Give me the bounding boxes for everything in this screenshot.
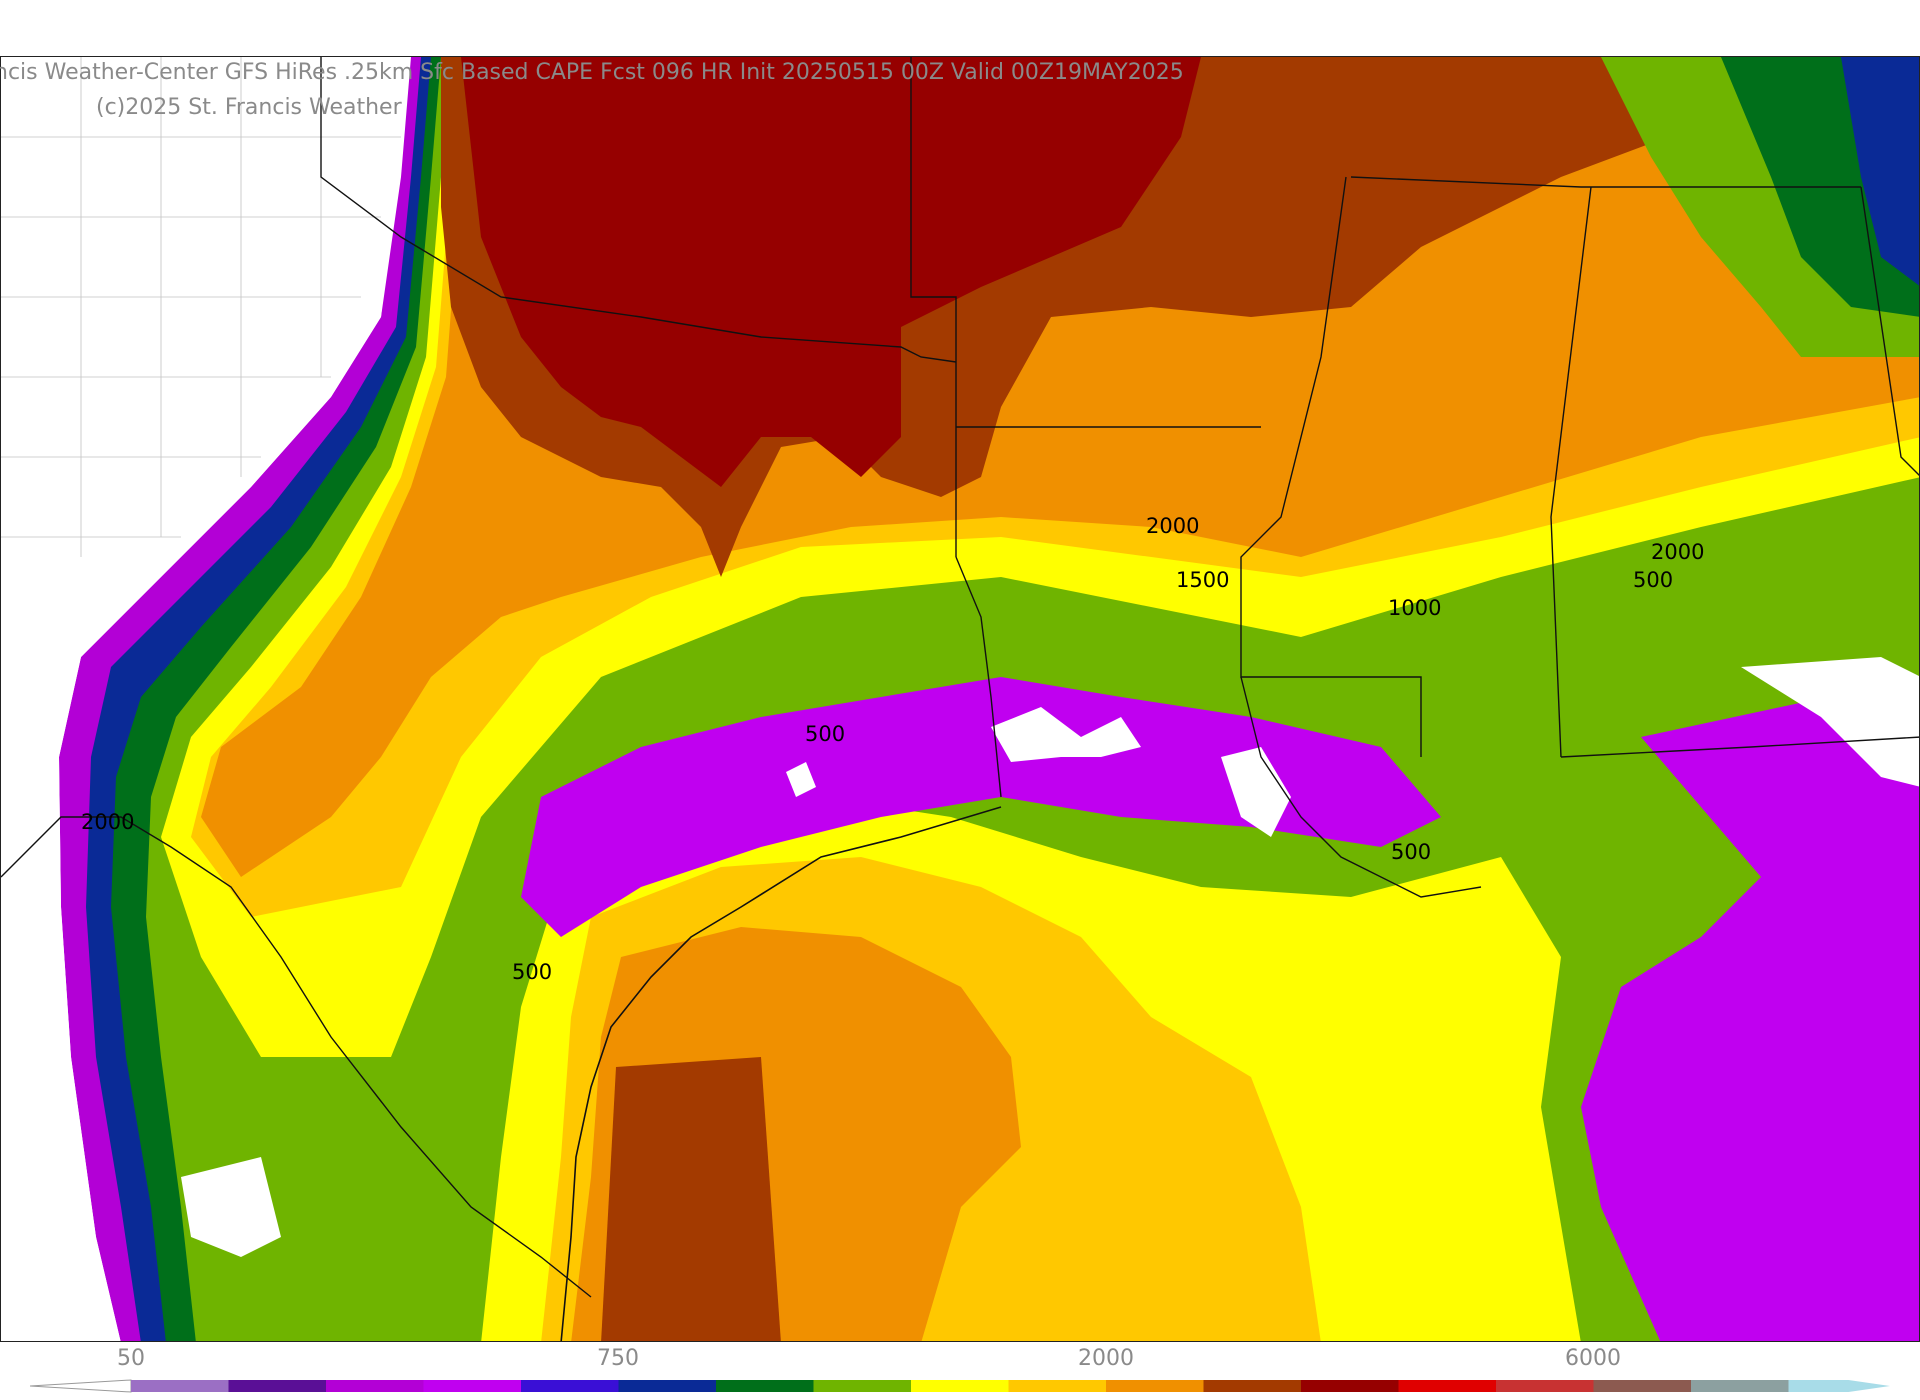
contour-label-1000: 1000 <box>1388 596 1441 620</box>
colorbar-low-extend <box>30 1379 132 1393</box>
colorbar-swatch <box>228 1380 327 1392</box>
white-hole-5 <box>786 762 816 797</box>
gulf-rust <box>601 1057 781 1341</box>
colorbar-swatch <box>326 1380 424 1392</box>
white-hole-2 <box>1221 747 1291 837</box>
colorbar-swatch <box>131 1380 229 1392</box>
contour-label-1500: 1500 <box>1176 568 1229 592</box>
colorbar-swatch <box>1593 1380 1692 1392</box>
colorbar-swatch <box>618 1380 717 1392</box>
colorbar-tick-2000: 2000 <box>1078 1346 1134 1371</box>
texas-coastline <box>560 806 1002 1341</box>
rio-grande <box>1 816 592 1298</box>
colorbar-swatch <box>1398 1380 1497 1392</box>
copyright-notice: (c)2025 St. Francis Weather <box>96 95 402 120</box>
colorbar-tick-50: 50 <box>117 1346 145 1371</box>
colorbar-swatch <box>911 1380 1009 1392</box>
cape-band-darkred <box>461 57 1201 487</box>
colorbar <box>30 1379 1890 1393</box>
colorbar-swatch <box>1301 1380 1399 1392</box>
violet-core-east <box>1581 677 1919 1341</box>
colorbar-swatch <box>1691 1380 1789 1392</box>
contour-label-500-central: 500 <box>805 722 845 746</box>
colorbar-swatch <box>1496 1380 1594 1392</box>
contour-label-2000-west: 2000 <box>81 810 134 834</box>
colorbar-swatch <box>1788 1380 1890 1392</box>
contour-label-2000-east: 2000 <box>1651 540 1704 564</box>
west-white <box>1 57 401 1341</box>
colorbar-swatch <box>423 1380 522 1392</box>
state-boundaries <box>320 57 1919 898</box>
contour-label-500-west: 500 <box>512 960 552 984</box>
map-frame: 2000 1500 1000 2000 500 500 500 500 2000 <box>0 56 1920 1342</box>
colorbar-swatch <box>716 1380 814 1392</box>
colorbar-swatch <box>1203 1380 1302 1392</box>
colorbar-swatch <box>521 1380 619 1392</box>
contour-label-500-coast: 500 <box>1391 840 1431 864</box>
ne-navy <box>1841 57 1919 286</box>
violet-core-central <box>521 677 1441 937</box>
contour-label-2000-ne: 2000 <box>1146 514 1199 538</box>
county-grid <box>1 57 401 557</box>
map-title: ncis Weather-Center GFS HiRes .25km Sfc … <box>0 60 1184 85</box>
contour-label-500-east: 500 <box>1633 568 1673 592</box>
white-hole-3 <box>1741 657 1919 787</box>
colorbar-swatch <box>1106 1380 1204 1392</box>
colorbar-swatch <box>1008 1380 1107 1392</box>
white-hole-4 <box>181 1157 281 1257</box>
colorbar-swatch <box>813 1380 912 1392</box>
colorbar-tick-6000: 6000 <box>1565 1346 1621 1371</box>
colorbar-tick-750: 750 <box>597 1346 639 1371</box>
cape-map: 2000 1500 1000 2000 500 500 500 500 2000 <box>1 57 1919 1341</box>
white-hole-1 <box>991 707 1141 762</box>
